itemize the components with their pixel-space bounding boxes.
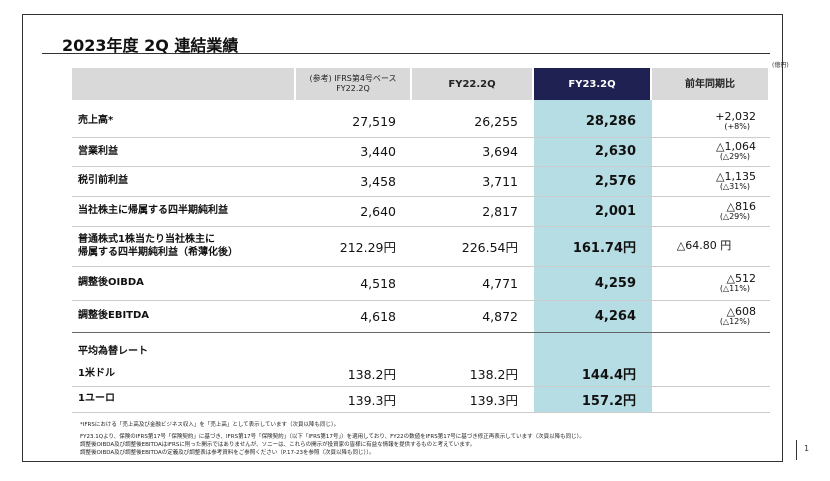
footnote: 調整後OIBDA及び調整後EBITDAはIFRSに則った開示ではありませんが、ソ… [80,442,476,448]
value-cell: 3,440 [360,144,396,159]
value-cell: 4,618 [360,308,396,324]
row-label: 調整後OIBDA [78,266,293,300]
page-number: 1 [804,444,810,453]
row-separator [72,300,770,301]
row-label: 普通株式1株当たり当社株主に帰属する四半期純利益（希薄化後） [78,226,293,266]
value-cell: 138.2円 [347,367,396,382]
value-cell: 27,519 [352,113,396,129]
row-separator [72,196,770,197]
footnote: 調整後OIBDA及び調整後EBITDAの定義及び調整表は参考資料をご参照ください… [80,450,375,456]
header-cell [72,68,294,100]
change-value: △1,135 [716,169,756,183]
change-percent: (△12%) [719,316,750,326]
column-header: (参考) IFRS第4号ベース [309,73,397,83]
row-label-line: 1ユーロ [78,393,115,405]
change-percent: (△29%) [719,211,750,221]
column-header: FY22.2Q [336,84,370,93]
value-cell: 2,001 [594,203,636,219]
row-label-line: 当社株主に帰属する四半期純利益 [78,205,228,217]
value-cell: 4,872 [482,308,518,324]
row-label: 1ユーロ [78,386,293,412]
row-label: 調整後EBITDA [78,300,293,332]
header-cell: FY22.2Q [412,68,532,100]
row-separator [72,137,770,138]
value-cell: 4,518 [360,275,396,291]
header-cell: 前年同期比 [652,68,768,100]
section-title: 平均為替レート [78,346,148,357]
row-label-line: 調整後OIBDA [78,277,144,289]
row-label-line: 1米ドル [78,367,115,379]
row-label-line: 普通株式1株当たり当社株主に [78,233,215,245]
change-cell: △1,135 (△31%) [652,166,756,196]
row-separator [72,226,770,227]
change-value: △816 [726,199,756,213]
row-label: 1米ドル [78,361,293,386]
value-cell: 2,576 [594,173,636,189]
row-label: 売上高* [78,105,293,137]
column-header: FY22.2Q [448,78,496,90]
table-bottom [72,412,770,413]
value-cell: 4,771 [482,275,518,291]
header-cell: FY23.2Q [534,68,650,100]
value-cell: 3,694 [482,144,518,159]
row-label-line: 調整後EBITDA [78,310,150,322]
value-cell: 2,630 [594,144,636,159]
value-cell: 2,640 [360,203,396,219]
value-cell: 28,286 [585,113,636,129]
value-cell: 226.54円 [461,239,518,255]
row-separator [72,332,770,333]
value-cell: 161.74円 [572,240,636,256]
change-cell: △512 (△11%) [652,266,756,300]
value-cell: 157.2円 [581,393,636,409]
unit-label: (億円) [772,62,789,69]
row-separator [72,386,770,387]
value-cell: 4,264 [594,308,636,324]
value-cell: 2,817 [482,203,518,219]
value-cell: 138.2円 [469,367,518,382]
row-label-line: 帰属する四半期純利益（希薄化後） [78,247,238,258]
value-cell: 139.3円 [347,392,396,408]
change-cell: △816 (△29%) [652,196,756,226]
change-cell: △1,064 (△29%) [652,137,756,166]
change-value: △512 [726,271,756,285]
change-cell: △608 (△12%) [652,300,756,332]
value-cell: 212.29円 [339,239,396,255]
frame [22,14,783,462]
change-percent: (+8%) [724,121,750,131]
change-value: △64.80 円 [676,238,732,252]
change-percent: (△29%) [719,152,750,162]
value-cell: 4,259 [594,275,636,291]
highlight-column [534,100,652,412]
row-label-line: 売上高* [78,115,114,127]
page-rule [796,440,797,460]
value-cell: 26,255 [474,113,518,129]
column-header: FY23.2Q [568,78,616,90]
change-percent: (△31%) [719,181,750,191]
slide-title: 2023年度 2Q 連結業績 [62,36,239,55]
change-cell: +2,032 (+8%) [652,105,756,137]
footnote: FY23.1Qより、保険のIFRS第17号「保険契約」に基づき、IFRS第17号… [80,434,585,440]
row-label-line: 税引前利益 [78,175,128,187]
value-cell: 3,711 [482,173,518,189]
change-value: △608 [726,304,756,318]
value-cell: 139.3円 [469,392,518,408]
row-label: 当社株主に帰属する四半期純利益 [78,196,293,226]
row-separator [72,166,770,167]
column-header: 前年同期比 [685,78,735,90]
title-rule [42,53,770,54]
row-separator [72,266,770,267]
row-label: 税引前利益 [78,166,293,196]
footnote: *IFRSにおける「売上高及び金融ビジネス収入」を「売上高」として表示しています… [80,422,340,428]
row-label-line: 営業利益 [78,145,118,157]
change-percent: (△11%) [719,283,750,293]
row-label: 営業利益 [78,137,293,166]
change-value: △1,064 [716,140,756,154]
value-cell: 144.4円 [581,368,636,383]
change-value: +2,032 [715,109,756,123]
value-cell: 3,458 [360,173,396,189]
change-cell: △64.80 円 [652,226,756,266]
header-cell: (参考) IFRS第4号ベース FY22.2Q [296,68,410,100]
